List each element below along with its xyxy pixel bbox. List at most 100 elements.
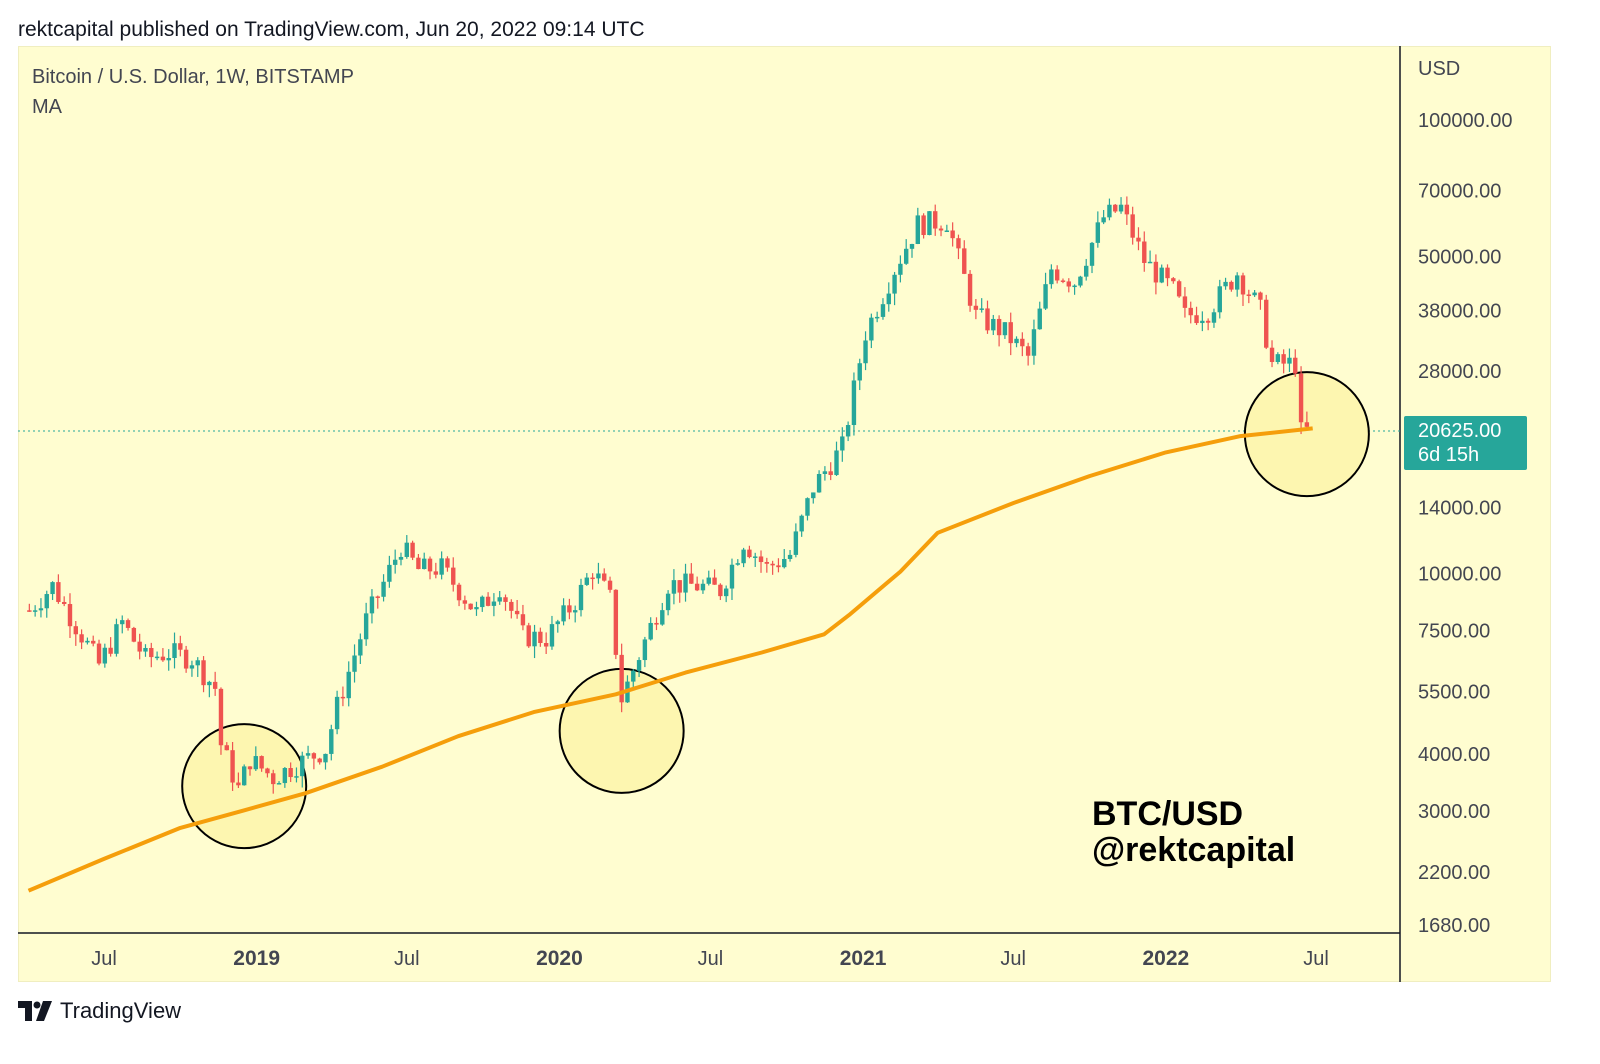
candle-body (1246, 294, 1252, 296)
highlight-circle (181, 723, 308, 850)
tradingview-logo-icon (18, 1001, 52, 1021)
candle-body (334, 696, 340, 730)
time-tick-label: Jul (698, 948, 724, 970)
candle-body (1078, 276, 1083, 286)
candle-body (613, 589, 619, 655)
watermark-pair: BTC/USD (1092, 795, 1244, 833)
candle-body (85, 640, 90, 643)
candle-body (509, 601, 514, 611)
candle-body (32, 610, 38, 612)
candle-body (183, 649, 189, 669)
candle-body (462, 600, 468, 604)
candle-body (1258, 292, 1263, 300)
candle-body (1107, 204, 1112, 218)
candle-body (1275, 354, 1281, 362)
candle-body (1014, 338, 1019, 344)
candle-body (241, 766, 247, 786)
candle-body (869, 317, 874, 341)
candle-body (892, 274, 897, 294)
candle-body (497, 597, 502, 602)
candle-body (503, 597, 508, 602)
candle-body (764, 562, 770, 564)
price-tick-label: 2200.00 (1418, 862, 1490, 884)
candle-body (962, 248, 967, 274)
symbol-title[interactable]: Bitcoin / U.S. Dollar, 1W, BITSTAMP (32, 66, 354, 88)
price-tick-label: 4000.00 (1418, 744, 1490, 766)
candle-body (1188, 307, 1193, 316)
candle-body (108, 647, 113, 654)
candle-body (1089, 242, 1095, 266)
candle-body (915, 215, 921, 244)
candle-body (445, 558, 450, 568)
candle-body (973, 305, 979, 310)
candle-body (456, 584, 462, 601)
candle-body (1264, 299, 1269, 348)
candle-body (712, 577, 717, 585)
candle-body (1176, 281, 1182, 297)
candle-body (195, 660, 200, 666)
candle-body (596, 573, 601, 579)
candle-body (933, 211, 938, 229)
candle-body (642, 639, 648, 661)
candle-body (950, 230, 955, 239)
candle-body (1298, 373, 1304, 423)
candle-body (747, 549, 752, 558)
candle-body (1008, 322, 1013, 344)
price-tick-label: 7500.00 (1418, 620, 1490, 642)
candle-body (1281, 354, 1286, 364)
candle-body (816, 473, 822, 493)
candle-body (346, 671, 351, 699)
candle-body (311, 753, 317, 759)
time-tick-label: Jul (1000, 948, 1026, 970)
candle-body (549, 624, 555, 647)
footer[interactable]: TradingView (18, 998, 181, 1024)
candle-body (909, 243, 915, 249)
candle-body (718, 584, 723, 597)
bar-countdown: 6d 15h (1418, 444, 1480, 466)
candle-body (61, 601, 67, 605)
candle-body (607, 580, 613, 590)
candle-body (1269, 347, 1275, 362)
candle-body (526, 625, 531, 647)
candle-body (468, 603, 473, 610)
candle-body (1060, 280, 1066, 282)
candle-body (1153, 261, 1159, 283)
time-tick-label: 2021 (840, 947, 887, 970)
candle-body (1101, 217, 1106, 223)
candle-body (665, 593, 671, 611)
candle-body (265, 768, 270, 774)
candle-body (427, 558, 433, 572)
candle-body (491, 601, 497, 606)
candle-body (1142, 241, 1147, 263)
candle-body (1147, 261, 1153, 264)
watermark: BTC/USD @rektcapital (1092, 796, 1295, 868)
candle-body (782, 558, 787, 568)
candle-body (903, 248, 909, 264)
candle-body (567, 605, 572, 613)
candle-body (38, 608, 44, 611)
candle-body (363, 613, 369, 640)
candle-body (172, 643, 177, 658)
candle-body (102, 647, 108, 664)
indicator-label[interactable]: MA (32, 96, 62, 118)
candle-body (619, 654, 624, 703)
moving-average-line (27, 426, 1313, 893)
candle-body (590, 577, 595, 580)
candle-body (1223, 281, 1228, 287)
candle-body (1095, 222, 1101, 243)
candle-body (166, 657, 171, 661)
candle-body (694, 583, 700, 591)
candle-body (793, 531, 799, 555)
time-tick-label: Jul (91, 948, 117, 970)
candle-body (1182, 296, 1188, 308)
candle-body (178, 643, 183, 650)
candle-body (834, 450, 839, 475)
candle-body (514, 610, 520, 615)
candle-body (422, 558, 427, 570)
candle-body (584, 577, 590, 585)
candle-body (840, 436, 845, 451)
candle-body (770, 563, 775, 566)
candle-body (520, 614, 526, 626)
last-price-tag: 20625.00 6d 15h (1404, 416, 1527, 470)
